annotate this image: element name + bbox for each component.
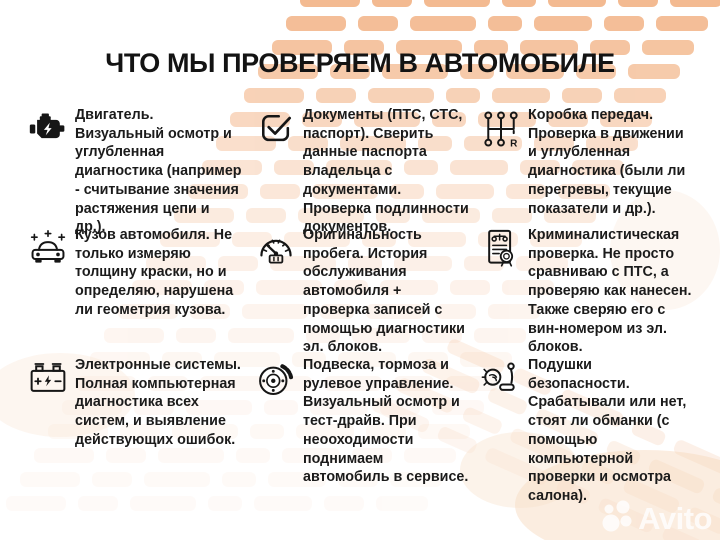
engine-icon [28,106,68,152]
speedometer-icon [256,226,296,272]
car-body-icon [28,226,68,272]
item-suspension: Подвеска, тормоза и рулевое управление. … [256,356,481,506]
item-forensic: Криминалистическая проверка. Не просто с… [481,226,706,356]
item-text: Кузов автомобиля. Не только измеряю толщ… [75,227,234,318]
item-electronics: Электронные системы. Полная компьютерная… [28,356,256,506]
brake-disc-icon [256,356,296,402]
svg-text:R: R [510,138,518,149]
gearbox-icon: R [481,106,521,152]
item-gearbox: R Коробка передач. Проверка в движении и… [481,106,706,226]
item-text: Криминалистическая проверка. Не просто с… [528,227,692,356]
document-check-icon [256,106,296,152]
avito-watermark: Avito [601,499,712,538]
item-text: Документы (ПТС, СТС, паспорт). Сверить д… [303,107,469,236]
item-text: Оригинальность пробега. История обслужив… [303,227,465,356]
airbag-icon [481,356,521,402]
checklist-grid: Двигатель. Визуальный осмотр и углубленн… [28,106,706,506]
item-text: Двигатель. Визуальный осмотр и углубленн… [75,107,242,236]
battery-icon [28,356,68,402]
item-engine: Двигатель. Визуальный осмотр и углубленн… [28,106,256,235]
item-car-body: Кузов автомобиля. Не только измеряю толщ… [28,226,256,356]
page-title: ЧТО МЫ ПРОВЕРЯЕМ В АВТОМОБИЛЕ [105,48,615,78]
avito-wordmark: Avito [638,500,712,536]
item-text: Подвеска, тормоза и рулевое управление. … [303,357,469,486]
item-text: Коробка передач. Проверка в движении и у… [528,107,686,217]
forensic-check-icon [481,226,521,272]
item-text: Подушки безопасности. Срабатывали или не… [528,357,687,505]
item-airbags: Подушки безопасности. Срабатывали или не… [481,356,706,506]
avito-logo-icon [601,499,635,538]
item-text: Электронные системы. Полная компьютерная… [75,357,241,448]
item-documents: Документы (ПТС, СТС, паспорт). Сверить д… [256,106,481,235]
item-mileage: Оригинальность пробега. История обслужив… [256,226,481,356]
